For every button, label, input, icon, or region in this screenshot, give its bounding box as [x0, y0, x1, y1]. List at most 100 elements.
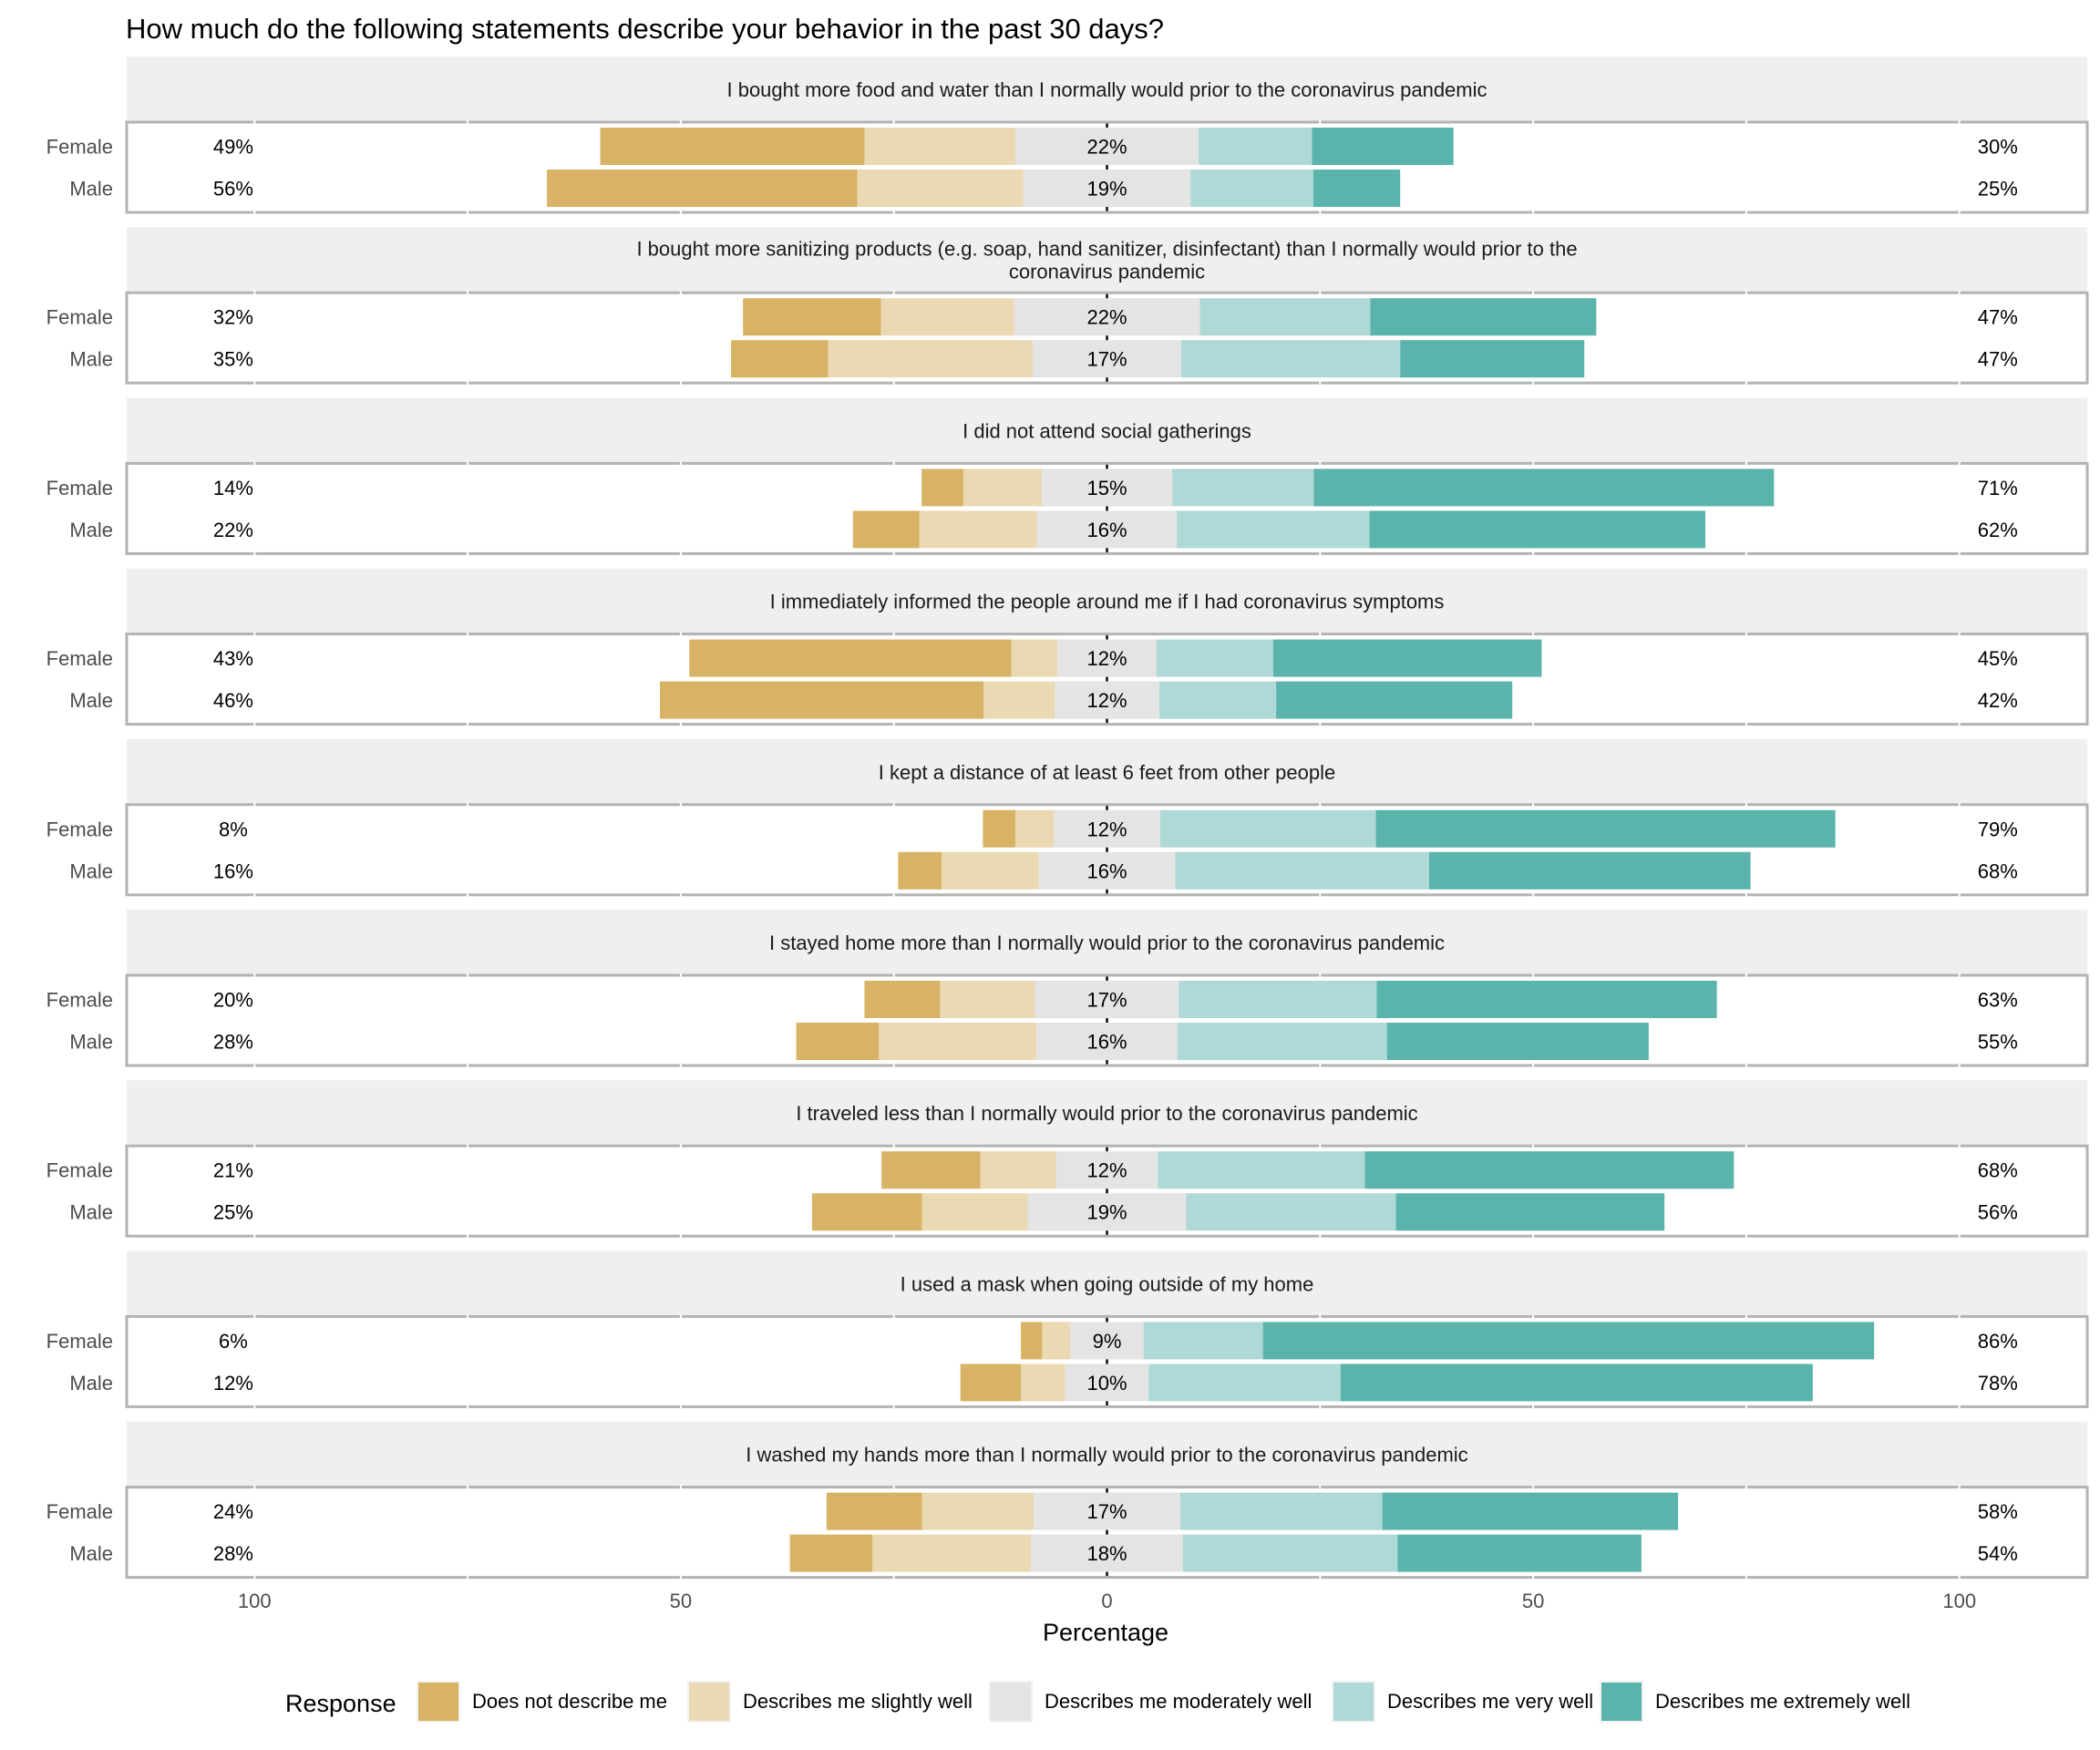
y-axis-label: Female	[46, 477, 113, 499]
bar-segment-very	[1159, 681, 1277, 719]
x-axis-title: Percentage	[1043, 1619, 1168, 1646]
facet-strip	[127, 738, 2087, 805]
left-percent-label: 25%	[213, 1201, 253, 1224]
neutral-percent-label: 12%	[1086, 1159, 1127, 1182]
neutral-percent-label: 12%	[1086, 689, 1127, 712]
left-percent-label: 20%	[213, 989, 253, 1012]
left-percent-label: 22%	[213, 519, 253, 541]
panel-border	[125, 1144, 2089, 1238]
bar-segment-extremely	[1312, 170, 1401, 207]
legend-label: Does not describe me	[472, 1690, 667, 1713]
facet-strip-label: I kept a distance of at least 6 feet fro…	[879, 761, 1335, 784]
bar-segment-slightly	[983, 681, 1055, 719]
neutral-percent-label: 18%	[1086, 1542, 1127, 1565]
y-axis-label: Male	[69, 689, 113, 712]
left-percent-label: 56%	[213, 178, 253, 201]
neutral-percent-label: 16%	[1086, 860, 1127, 882]
bar-segment-does-not	[659, 681, 984, 719]
bar-segment-extremely	[1386, 1023, 1649, 1060]
left-percent-label: 12%	[213, 1372, 253, 1395]
bar-segment-does-not	[689, 639, 1012, 677]
facet-panel: I bought more sanitizing products (e.g. …	[46, 227, 2089, 386]
right-percent-label: 62%	[1978, 519, 2018, 541]
neutral-percent-label: 12%	[1086, 818, 1127, 840]
left-percent-label: 28%	[213, 1031, 253, 1054]
bar-segment-slightly	[864, 128, 1015, 165]
bar-segment-extremely	[1262, 1322, 1875, 1360]
left-percent-label: 8%	[219, 818, 248, 840]
neutral-percent-label: 19%	[1086, 178, 1127, 201]
left-percent-label: 32%	[213, 306, 253, 329]
legend-item: Describes me slightly well	[687, 1681, 973, 1723]
bar-segment-does-not	[852, 510, 920, 549]
bar-segment-does-not	[600, 128, 865, 165]
facet-strip-label: I used a mask when going outside of my h…	[901, 1272, 1314, 1295]
facet-panel: I bought more food and water than I norm…	[46, 57, 2089, 214]
neutral-percent-label: 16%	[1086, 1031, 1127, 1054]
bar-segment-moderately	[1055, 1151, 1158, 1189]
left-percent-label: 43%	[213, 647, 253, 670]
bar-segment-moderately	[1036, 510, 1178, 549]
bar-segment-extremely	[1382, 1492, 1679, 1530]
facet-strip	[127, 227, 2087, 293]
facet-panel: I stayed home more than I normally would…	[46, 910, 2089, 1067]
x-tick-label: 100	[238, 1590, 272, 1612]
facet-strip-label: I traveled less than I normally would pr…	[796, 1102, 1417, 1125]
bar-segment-does-not	[898, 851, 942, 890]
y-axis-label: Male	[69, 519, 113, 541]
bar-segment-moderately	[1014, 128, 1199, 165]
bar-segment-does-not	[921, 468, 963, 507]
bar-segment-does-not	[789, 1534, 873, 1572]
bar-segment-extremely	[1313, 468, 1775, 507]
bar-segment-very	[1143, 1322, 1263, 1360]
legend-key-moderately	[991, 1683, 1031, 1721]
bar-segment-very	[1182, 1534, 1398, 1572]
facet-panel: I used a mask when going outside of my h…	[46, 1251, 2089, 1409]
bar-segment-slightly	[872, 1534, 1032, 1572]
right-percent-label: 58%	[1978, 1500, 2018, 1523]
bar-segment-does-not	[960, 1364, 1022, 1402]
bar-segment-very	[1156, 639, 1273, 677]
y-axis-label: Female	[46, 647, 113, 670]
legend-title: Response	[285, 1690, 396, 1717]
facet-strip-label: I bought more food and water than I norm…	[726, 78, 1487, 101]
neutral-percent-label: 16%	[1086, 519, 1127, 541]
y-axis-label: Male	[69, 178, 113, 201]
legend-items: Does not describe me Describes me slightl…	[417, 1681, 1910, 1723]
bar-segment-slightly	[962, 468, 1042, 507]
bar-segment-extremely	[1312, 128, 1454, 165]
legend-label: Describes me extremely well	[1655, 1690, 1910, 1713]
legend-key-extremely	[1601, 1683, 1642, 1721]
left-percent-label: 28%	[213, 1542, 253, 1565]
bar-segment-does-not	[881, 1151, 981, 1189]
right-percent-label: 86%	[1978, 1330, 2018, 1353]
facet-panel: I traveled less than I normally would pr…	[46, 1080, 2089, 1239]
bar-segment-moderately	[1041, 468, 1173, 507]
chart-title: How much do the following statements des…	[126, 13, 1164, 45]
right-percent-label: 78%	[1978, 1372, 2018, 1395]
bar-segment-slightly	[879, 1023, 1037, 1060]
legend-key-very	[1333, 1683, 1374, 1721]
facet-panel: I immediately informed the people around…	[46, 568, 2089, 726]
bar-segment-moderately	[1057, 639, 1157, 677]
bar-segment-moderately	[1027, 1193, 1187, 1231]
facet-strip	[127, 910, 2087, 975]
y-axis-label: Male	[69, 1031, 113, 1054]
facet-strip	[127, 397, 2087, 464]
bar-segment-extremely	[1370, 298, 1597, 336]
facet-strip-label: I did not attend social gatherings	[962, 419, 1251, 442]
right-percent-label: 68%	[1978, 1159, 2018, 1182]
bar-segment-extremely	[1369, 510, 1706, 549]
left-percent-label: 46%	[213, 689, 253, 712]
bar-segment-does-not	[796, 1023, 880, 1060]
bar-segment-extremely	[1376, 981, 1717, 1018]
bar-segment-extremely	[1375, 809, 1836, 848]
facet-panel: I did not attend social gatherings 14% 15%…	[46, 397, 2089, 556]
y-axis-label: Female	[46, 136, 113, 159]
bar-segment-does-not	[826, 1492, 922, 1530]
left-percent-label: 6%	[219, 1330, 248, 1353]
left-percent-label: 16%	[213, 860, 253, 882]
panel-border	[125, 633, 2089, 726]
bar-segment-slightly	[1011, 639, 1058, 677]
neutral-percent-label: 22%	[1086, 306, 1127, 329]
